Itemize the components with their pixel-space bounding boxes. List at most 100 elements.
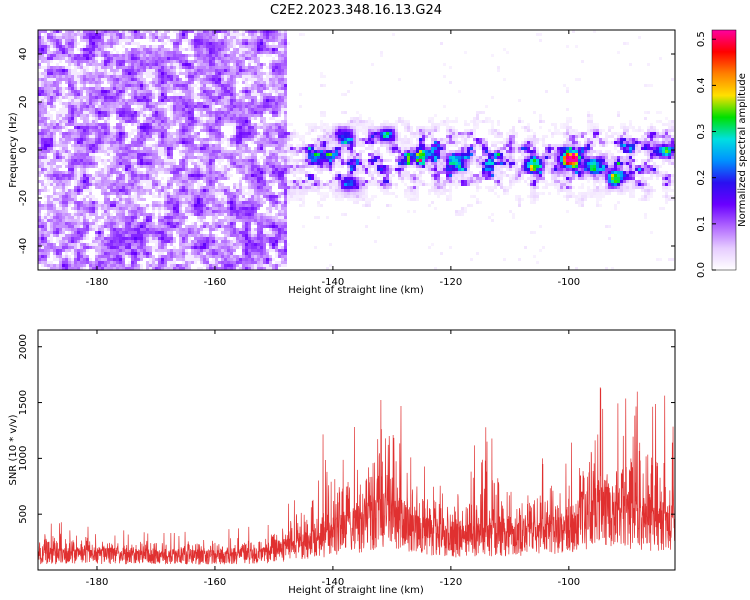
heatmap-cell — [182, 120, 185, 123]
heatmap-cell — [407, 126, 410, 129]
heatmap-cell — [455, 129, 458, 132]
heatmap-cell — [116, 99, 119, 102]
heatmap-cell — [626, 132, 629, 135]
heatmap-cell — [266, 96, 269, 99]
heatmap-cell — [191, 48, 194, 51]
heatmap-cell — [107, 135, 110, 138]
heatmap-cell — [539, 156, 542, 159]
heatmap-cell — [71, 132, 74, 135]
heatmap-cell — [431, 162, 434, 165]
heatmap-cell — [374, 129, 377, 132]
heatmap-cell — [185, 30, 188, 33]
heatmap-cell — [368, 159, 371, 162]
heatmap-cell — [242, 90, 245, 93]
heatmap-cell — [395, 162, 398, 165]
heatmap-cell — [566, 123, 569, 126]
heatmap-cell — [197, 33, 200, 36]
heatmap-cell — [554, 150, 557, 153]
heatmap-cell — [209, 54, 212, 57]
heatmap-cell — [266, 48, 269, 51]
heatmap-cell — [512, 162, 515, 165]
heatmap-cell — [134, 90, 137, 93]
heatmap-cell — [185, 36, 188, 39]
heatmap-cell — [140, 30, 143, 33]
heatmap-cell — [179, 63, 182, 66]
heatmap-cell — [146, 30, 149, 33]
heatmap-cell — [278, 42, 281, 45]
heatmap-cell — [98, 45, 101, 48]
heatmap-cell — [389, 132, 392, 135]
heatmap-cell — [158, 141, 161, 144]
heatmap-cell — [188, 144, 191, 147]
heatmap-cell — [272, 147, 275, 150]
heatmap-cell — [158, 45, 161, 48]
heatmap-cell — [620, 138, 623, 141]
heatmap-cell — [98, 159, 101, 162]
heatmap-cell — [74, 135, 77, 138]
heatmap-cell — [260, 138, 263, 141]
heatmap-cell — [185, 105, 188, 108]
heatmap-cell — [68, 81, 71, 84]
heatmap-cell — [68, 120, 71, 123]
heatmap-cell — [431, 141, 434, 144]
heatmap-cell — [323, 162, 326, 165]
heatmap-cell — [233, 132, 236, 135]
heatmap-cell — [56, 117, 59, 120]
heatmap-cell — [392, 123, 395, 126]
heatmap-cell — [113, 105, 116, 108]
heatmap-cell — [47, 102, 50, 105]
heatmap-cell — [182, 105, 185, 108]
heatmap-cell — [479, 144, 482, 147]
heatmap-cell — [80, 108, 83, 111]
heatmap-cell — [554, 147, 557, 150]
heatmap-cell — [155, 57, 158, 60]
heatmap-cell — [251, 159, 254, 162]
heatmap-cell — [665, 147, 668, 150]
heatmap-cell — [161, 132, 164, 135]
heatmap-cell — [140, 93, 143, 96]
heatmap-cell — [209, 90, 212, 93]
heatmap-cell — [170, 66, 173, 69]
heatmap-cell — [113, 39, 116, 42]
heatmap-cell — [275, 153, 278, 156]
heatmap-cell — [284, 144, 287, 147]
heatmap-cell — [650, 156, 653, 159]
heatmap-cell — [323, 126, 326, 129]
heatmap-cell — [98, 126, 101, 129]
heatmap-cell — [107, 117, 110, 120]
heatmap-cell — [155, 114, 158, 117]
heatmap-cell — [353, 153, 356, 156]
heatmap-cell — [203, 129, 206, 132]
heatmap-cell — [473, 150, 476, 153]
heatmap-cell — [548, 150, 551, 153]
heatmap-cell — [407, 156, 410, 159]
heatmap-cell — [272, 66, 275, 69]
heatmap-cell — [284, 60, 287, 63]
heatmap-cell — [59, 93, 62, 96]
heatmap-cell — [221, 36, 224, 39]
heatmap-cell — [143, 93, 146, 96]
heatmap-cell — [128, 117, 131, 120]
heatmap-cell — [203, 126, 206, 129]
heatmap-cell — [320, 114, 323, 117]
heatmap-cell — [335, 135, 338, 138]
heatmap-cell — [239, 126, 242, 129]
heatmap-cell — [155, 87, 158, 90]
heatmap-cell — [194, 144, 197, 147]
heatmap-cell — [179, 153, 182, 156]
heatmap-cell — [113, 87, 116, 90]
heatmap-cell — [107, 108, 110, 111]
heatmap-cell — [647, 126, 650, 129]
heatmap-cell — [41, 66, 44, 69]
heatmap-cell — [662, 135, 665, 138]
heatmap-cell — [509, 141, 512, 144]
heatmap-cell — [335, 132, 338, 135]
heatmap-cell — [80, 51, 83, 54]
heatmap-cell — [101, 132, 104, 135]
heatmap-cell — [74, 120, 77, 123]
heatmap-cell — [242, 138, 245, 141]
heatmap-cell — [113, 36, 116, 39]
heatmap-cell — [185, 120, 188, 123]
heatmap-cell — [308, 159, 311, 162]
heatmap-cell — [47, 33, 50, 36]
